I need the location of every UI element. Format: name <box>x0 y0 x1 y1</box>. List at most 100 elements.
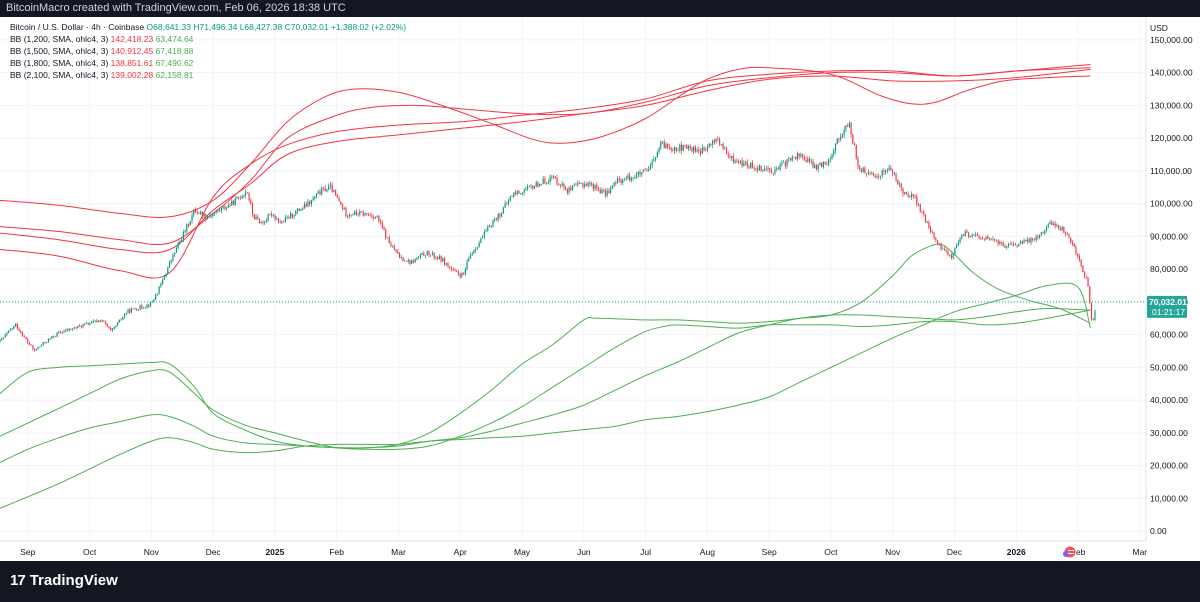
candle-body <box>706 147 709 151</box>
candle-body <box>84 323 86 325</box>
candle-body <box>781 162 783 165</box>
candle-body <box>480 238 482 243</box>
x-tick-label: Feb <box>329 547 344 557</box>
candle-body <box>20 331 22 333</box>
candle-body <box>139 305 141 310</box>
candle-body <box>189 221 191 226</box>
candle-body <box>973 234 975 236</box>
candle-body <box>902 188 904 194</box>
candle-body <box>179 241 181 244</box>
candle-body <box>212 213 214 217</box>
y-tick-label: 50,000.00 <box>1150 362 1188 372</box>
candle-body <box>58 331 60 333</box>
candle-body <box>1078 256 1081 260</box>
candle-body <box>177 243 179 249</box>
candle-body <box>867 172 869 174</box>
candle-body <box>87 322 89 325</box>
candle-body <box>699 151 702 154</box>
candle-body <box>786 159 788 167</box>
candle-body <box>340 201 342 205</box>
grid-lines <box>0 17 1146 541</box>
candle-body <box>324 187 326 192</box>
candle-body <box>91 321 93 324</box>
candle-body <box>623 178 626 180</box>
price-chart[interactable]: USD 0.00 10,000.00 20,000.00 30,000.00 40,00… <box>0 17 1200 561</box>
candle-body <box>549 176 551 182</box>
x-tick-label: Jul <box>640 547 651 557</box>
candle-body <box>658 148 660 153</box>
candle-body <box>196 212 198 214</box>
candle-body <box>305 204 307 207</box>
candle-body <box>546 183 548 184</box>
candle-body <box>227 205 229 208</box>
candle-body <box>898 183 901 185</box>
candle-body <box>689 146 691 149</box>
candle-body <box>386 237 389 239</box>
candle-body <box>661 141 664 143</box>
candle-body <box>907 193 909 197</box>
candle-body <box>56 332 58 337</box>
candle-body <box>876 176 878 178</box>
candle-body <box>900 183 902 189</box>
x-tick-label: Apr <box>454 547 467 557</box>
candle-body <box>205 214 207 219</box>
candle-body <box>144 307 146 309</box>
candle-body <box>255 216 257 219</box>
candle-body <box>390 243 392 247</box>
candle-body <box>298 208 300 211</box>
candle-body <box>881 170 883 176</box>
candle-body <box>276 218 278 220</box>
candle-body <box>435 257 437 258</box>
candle-body <box>1014 244 1016 246</box>
candle-body <box>258 218 261 224</box>
candle-body <box>341 204 344 210</box>
last-price-value: 70,032.01 <box>1149 297 1187 307</box>
tradingview-brand[interactable]: 17 TradingView <box>10 572 118 589</box>
candle-body <box>331 184 333 193</box>
candle-body <box>871 172 873 174</box>
news-flag-icon[interactable] <box>1063 545 1077 559</box>
candle-body <box>4 334 6 338</box>
candle-body <box>561 183 563 186</box>
candle-body <box>532 185 534 189</box>
candle-body <box>705 150 707 152</box>
candle-body <box>123 314 126 318</box>
candle-body <box>378 215 380 222</box>
candle-body <box>437 257 439 259</box>
x-tick-label: Mar <box>1133 547 1148 557</box>
candle-body <box>1075 246 1077 254</box>
candle-body <box>879 175 882 177</box>
candle-body <box>63 331 65 333</box>
candle-body <box>1044 230 1046 234</box>
candle-body <box>89 323 91 325</box>
candle-body <box>829 158 831 160</box>
candle-body <box>42 342 44 346</box>
candle-body <box>264 222 266 224</box>
candle-body <box>462 273 465 275</box>
candle-body <box>245 192 247 196</box>
candle-body <box>452 269 454 271</box>
candle-body <box>53 336 55 338</box>
chart-area[interactable]: USD 0.00 10,000.00 20,000.00 30,000.00 40,00… <box>0 17 1200 561</box>
x-tick-label: Mar <box>391 547 406 557</box>
time-axis: Sep Oct Nov Dec 2025 Feb Mar Apr May Jun Jul Aug Sep… <box>0 540 1148 557</box>
candle-body <box>686 145 688 149</box>
candle-body <box>113 327 115 329</box>
candle-body <box>627 175 629 179</box>
candle-body <box>238 196 240 198</box>
candle-body <box>175 248 178 253</box>
candle-body <box>348 214 351 217</box>
candle-body <box>440 255 442 262</box>
x-tick-label: Oct <box>824 547 838 557</box>
candle-body <box>885 170 887 173</box>
candle-body <box>983 239 985 240</box>
candle-body <box>917 204 920 205</box>
candle-body <box>312 198 314 200</box>
candle-body <box>703 147 705 151</box>
candle-body <box>315 193 318 197</box>
candle-body <box>743 163 745 167</box>
candle-body <box>35 349 37 351</box>
candle-body <box>890 167 892 171</box>
candle-body <box>328 186 330 190</box>
candle-body <box>539 183 541 187</box>
